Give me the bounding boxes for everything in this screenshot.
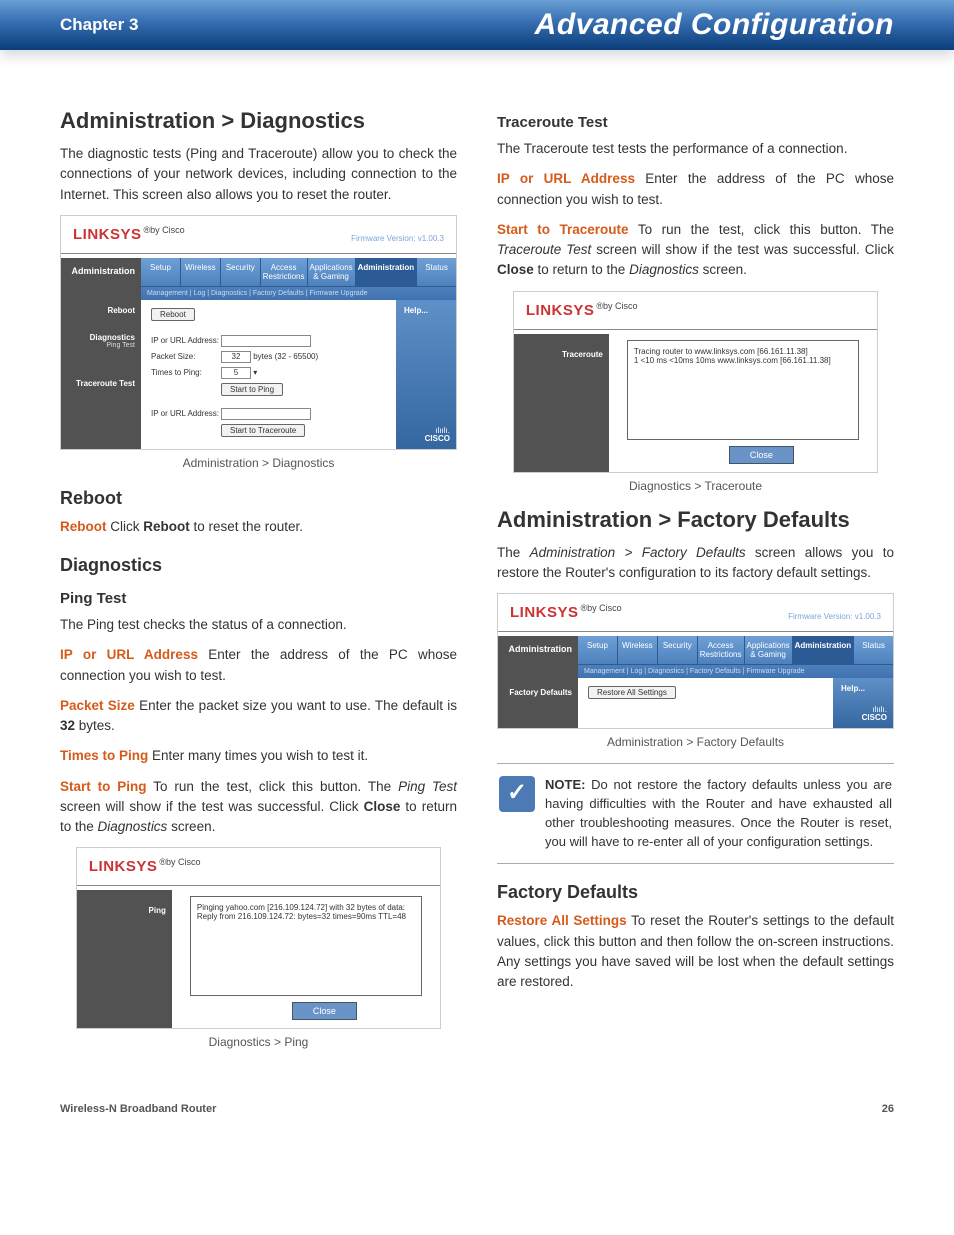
caption-ping: Diagnostics > Ping xyxy=(60,1035,457,1049)
right-column: Traceroute Test The Traceroute test test… xyxy=(497,100,894,1063)
tr-intro: The Traceroute test tests the performanc… xyxy=(497,139,894,159)
ip-para: IP or URL Address Enter the address of t… xyxy=(60,645,457,686)
reboot-para: Reboot Click Reboot to reset the router. xyxy=(60,517,457,537)
tr-ip-para: IP or URL Address Enter the address of t… xyxy=(497,169,894,210)
tab-wireless[interactable]: Wireless xyxy=(618,636,658,664)
tab-apps[interactable]: Applications & Gaming xyxy=(745,636,793,664)
footer-title: Wireless-N Broadband Router xyxy=(60,1103,216,1115)
h1-admin-diag: Administration > Diagnostics xyxy=(60,108,457,134)
h3-ping: Ping Test xyxy=(60,590,457,607)
left-diag: Diagnostics xyxy=(67,333,135,342)
chapter-label: Chapter 3 xyxy=(60,15,138,35)
close-button[interactable]: Close xyxy=(729,446,794,464)
reboot-button[interactable]: Reboot xyxy=(151,308,195,321)
screenshot-ping-result: LINKSYS®by Cisco Ping Pinging yahoo.com … xyxy=(76,847,441,1029)
brand-logo: LINKSYS®by Cisco xyxy=(73,226,185,243)
section-label: Administration xyxy=(61,258,141,300)
ping-intro: The Ping test checks the status of a con… xyxy=(60,615,457,635)
tab-access[interactable]: Access Restrictions xyxy=(698,636,745,664)
header-title: Advanced Configuration xyxy=(535,8,894,42)
h2-reboot: Reboot xyxy=(60,488,457,509)
lbl-ip2: IP or URL Address: xyxy=(151,409,221,418)
subtab-row[interactable]: Management | Log | Diagnostics | Factory… xyxy=(578,665,893,678)
subtab-row[interactable]: Management | Log | Diagnostics | Factory… xyxy=(141,287,456,300)
cisco-logo: ılıılı.CISCO xyxy=(862,706,887,722)
caption-trace: Diagnostics > Traceroute xyxy=(497,479,894,493)
help-link[interactable]: Help... xyxy=(841,684,865,693)
lbl-pkt: Packet Size: xyxy=(151,352,221,361)
pkt-para: Packet Size Enter the packet size you wa… xyxy=(60,696,457,737)
restore-para: Restore All Settings To reset the Router… xyxy=(497,911,894,992)
caption-fd: Administration > Factory Defaults xyxy=(497,735,894,749)
tab-admin[interactable]: Administration xyxy=(356,258,417,286)
start-ping-button[interactable]: Start to Ping xyxy=(221,383,283,396)
tab-access[interactable]: Access Restrictions xyxy=(261,258,308,286)
screenshot-admin-diagnostics: LINKSYS®by Cisco Firmware Version: v1.00… xyxy=(60,215,457,450)
cisco-logo: ılıılı.CISCO xyxy=(425,427,450,443)
page-number: 26 xyxy=(882,1103,894,1115)
left-ping: Ping Test xyxy=(67,342,135,349)
tab-security[interactable]: Security xyxy=(221,258,261,286)
fd-intro: The Administration > Factory Defaults sc… xyxy=(497,543,894,584)
tab-setup[interactable]: Setup xyxy=(578,636,618,664)
pkt-range: bytes (32 - 65500) xyxy=(253,352,318,361)
tab-status[interactable]: Status xyxy=(417,258,456,286)
start-ping-para: Start to Ping To run the test, click thi… xyxy=(60,777,457,838)
start-trace-button[interactable]: Start to Traceroute xyxy=(221,424,305,437)
pkt-input[interactable]: 32 xyxy=(221,351,251,363)
h2-factory-defaults: Factory Defaults xyxy=(497,882,894,903)
page-body: Administration > Diagnostics The diagnos… xyxy=(0,50,954,1093)
lbl-times: Times to Ping: xyxy=(151,368,221,377)
h2-diagnostics: Diagnostics xyxy=(60,555,457,576)
brand-logo: LINKSYS®by Cisco xyxy=(89,858,201,875)
tab-setup[interactable]: Setup xyxy=(141,258,181,286)
times-para: Times to Ping Enter many times you wish … xyxy=(60,746,457,766)
h1-factory-defaults: Administration > Factory Defaults xyxy=(497,507,894,533)
note-text: NOTE: Do not restore the factory default… xyxy=(545,776,892,851)
tab-wireless[interactable]: Wireless xyxy=(181,258,221,286)
ping-section-label: Ping xyxy=(83,906,166,915)
screenshot-traceroute: LINKSYS®by Cisco Traceroute Tracing rout… xyxy=(513,291,878,473)
page-footer: Wireless-N Broadband Router 26 xyxy=(0,1093,954,1145)
restore-button[interactable]: Restore All Settings xyxy=(588,686,676,699)
trace-output: Tracing router to www.linksys.com [66.16… xyxy=(627,340,859,440)
reboot-label: Reboot xyxy=(60,519,107,534)
page-header: Chapter 3 Advanced Configuration xyxy=(0,0,954,50)
left-fd: Factory Defaults xyxy=(504,688,572,697)
ip-input2[interactable] xyxy=(221,408,311,420)
note-box: NOTE: Do not restore the factory default… xyxy=(497,763,894,864)
tab-admin[interactable]: Administration xyxy=(793,636,854,664)
h3-traceroute: Traceroute Test xyxy=(497,114,894,131)
section-label: Administration xyxy=(498,636,578,678)
close-button[interactable]: Close xyxy=(292,1002,357,1020)
left-column: Administration > Diagnostics The diagnos… xyxy=(60,100,457,1063)
caption-admin-diag: Administration > Diagnostics xyxy=(60,456,457,470)
screenshot-factory-defaults: LINKSYS®by Cisco Firmware Version: v1.00… xyxy=(497,593,894,729)
times-select[interactable]: 5 xyxy=(221,367,251,379)
ip-input[interactable] xyxy=(221,335,311,347)
help-link[interactable]: Help... xyxy=(404,306,428,315)
intro-para: The diagnostic tests (Ping and Tracerout… xyxy=(60,144,457,205)
tab-security[interactable]: Security xyxy=(658,636,698,664)
firmware-label: Firmware Version: v1.00.3 xyxy=(788,612,881,621)
tr-start-para: Start to Traceroute To run the test, cli… xyxy=(497,220,894,281)
tab-status[interactable]: Status xyxy=(854,636,893,664)
check-icon xyxy=(499,776,535,812)
lbl-ip: IP or URL Address: xyxy=(151,336,221,345)
brand-logo: LINKSYS®by Cisco xyxy=(526,302,638,319)
firmware-label: Firmware Version: v1.00.3 xyxy=(351,234,444,243)
left-reboot: Reboot xyxy=(67,306,135,315)
ping-output: Pinging yahoo.com [216.109.124.72] with … xyxy=(190,896,422,996)
left-trace: Traceroute Test xyxy=(67,379,135,388)
tab-apps[interactable]: Applications & Gaming xyxy=(308,258,356,286)
brand-logo: LINKSYS®by Cisco xyxy=(510,604,622,621)
trace-section-label: Traceroute xyxy=(520,350,603,359)
